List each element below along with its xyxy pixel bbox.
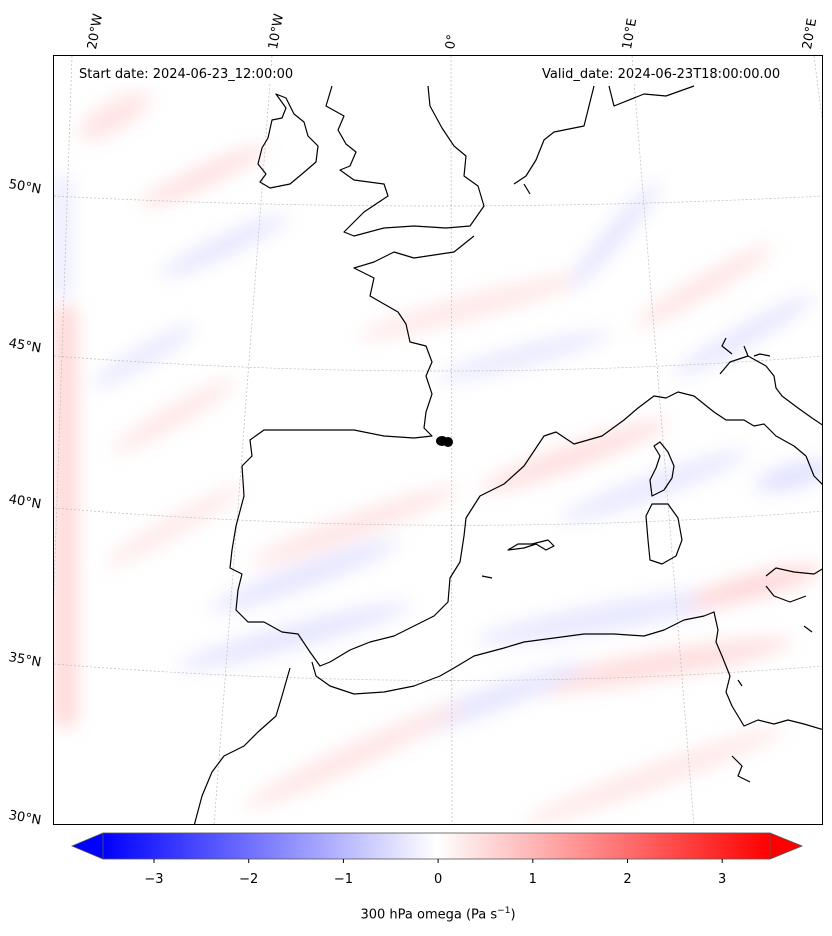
map-panel <box>53 55 823 825</box>
colorbar-tick-label: −1 <box>334 872 353 887</box>
omega-field <box>54 92 822 824</box>
location-marker <box>436 436 453 447</box>
colorbar-ticks: −3 −2 −1 0 1 2 3 <box>144 859 726 887</box>
colorbar-tick-label: 3 <box>718 872 726 887</box>
colorbar-label-end: ) <box>510 907 516 923</box>
colorbar-min-extend <box>70 832 104 860</box>
colorbar-tick-label: 0 <box>434 872 442 887</box>
map-canvas <box>54 56 822 824</box>
colorbar-tick-label: 1 <box>529 872 537 887</box>
lon-label-10w: 10°W <box>266 12 288 51</box>
lon-label-20w: 20°W <box>85 12 107 51</box>
colorbar-tick-label: 2 <box>623 872 631 887</box>
start-date-label: Start date: 2024-06-23_12:00:00 <box>75 67 298 83</box>
colorbar-label-main: 300 hPa omega (Pa s <box>360 907 498 923</box>
colorbar-tick-label: −2 <box>239 872 258 887</box>
colorbar-tick-label: −3 <box>144 872 163 887</box>
lon-label-20e: 20°E <box>800 17 821 51</box>
lat-label-45n: 45°N <box>7 336 43 357</box>
lat-label-40n: 40°N <box>7 492 43 513</box>
colorbar-label: 300 hPa omega (Pa s−1) <box>0 906 832 922</box>
valid-date-label: Valid_date: 2024-06-23T18:00:00.00 <box>538 67 785 83</box>
colorbar-gradient <box>102 832 771 860</box>
colorbar-max-extend <box>769 832 804 860</box>
lon-label-0: 0° <box>443 33 461 51</box>
lon-label-10e: 10°E <box>620 17 641 51</box>
colorbar-label-exponent: −1 <box>497 906 511 916</box>
lat-label-35n: 35°N <box>7 650 43 671</box>
coastlines <box>193 85 822 824</box>
lat-label-50n: 50°N <box>7 177 43 198</box>
colorbar: −3 −2 −1 0 1 2 3 <box>70 832 804 887</box>
